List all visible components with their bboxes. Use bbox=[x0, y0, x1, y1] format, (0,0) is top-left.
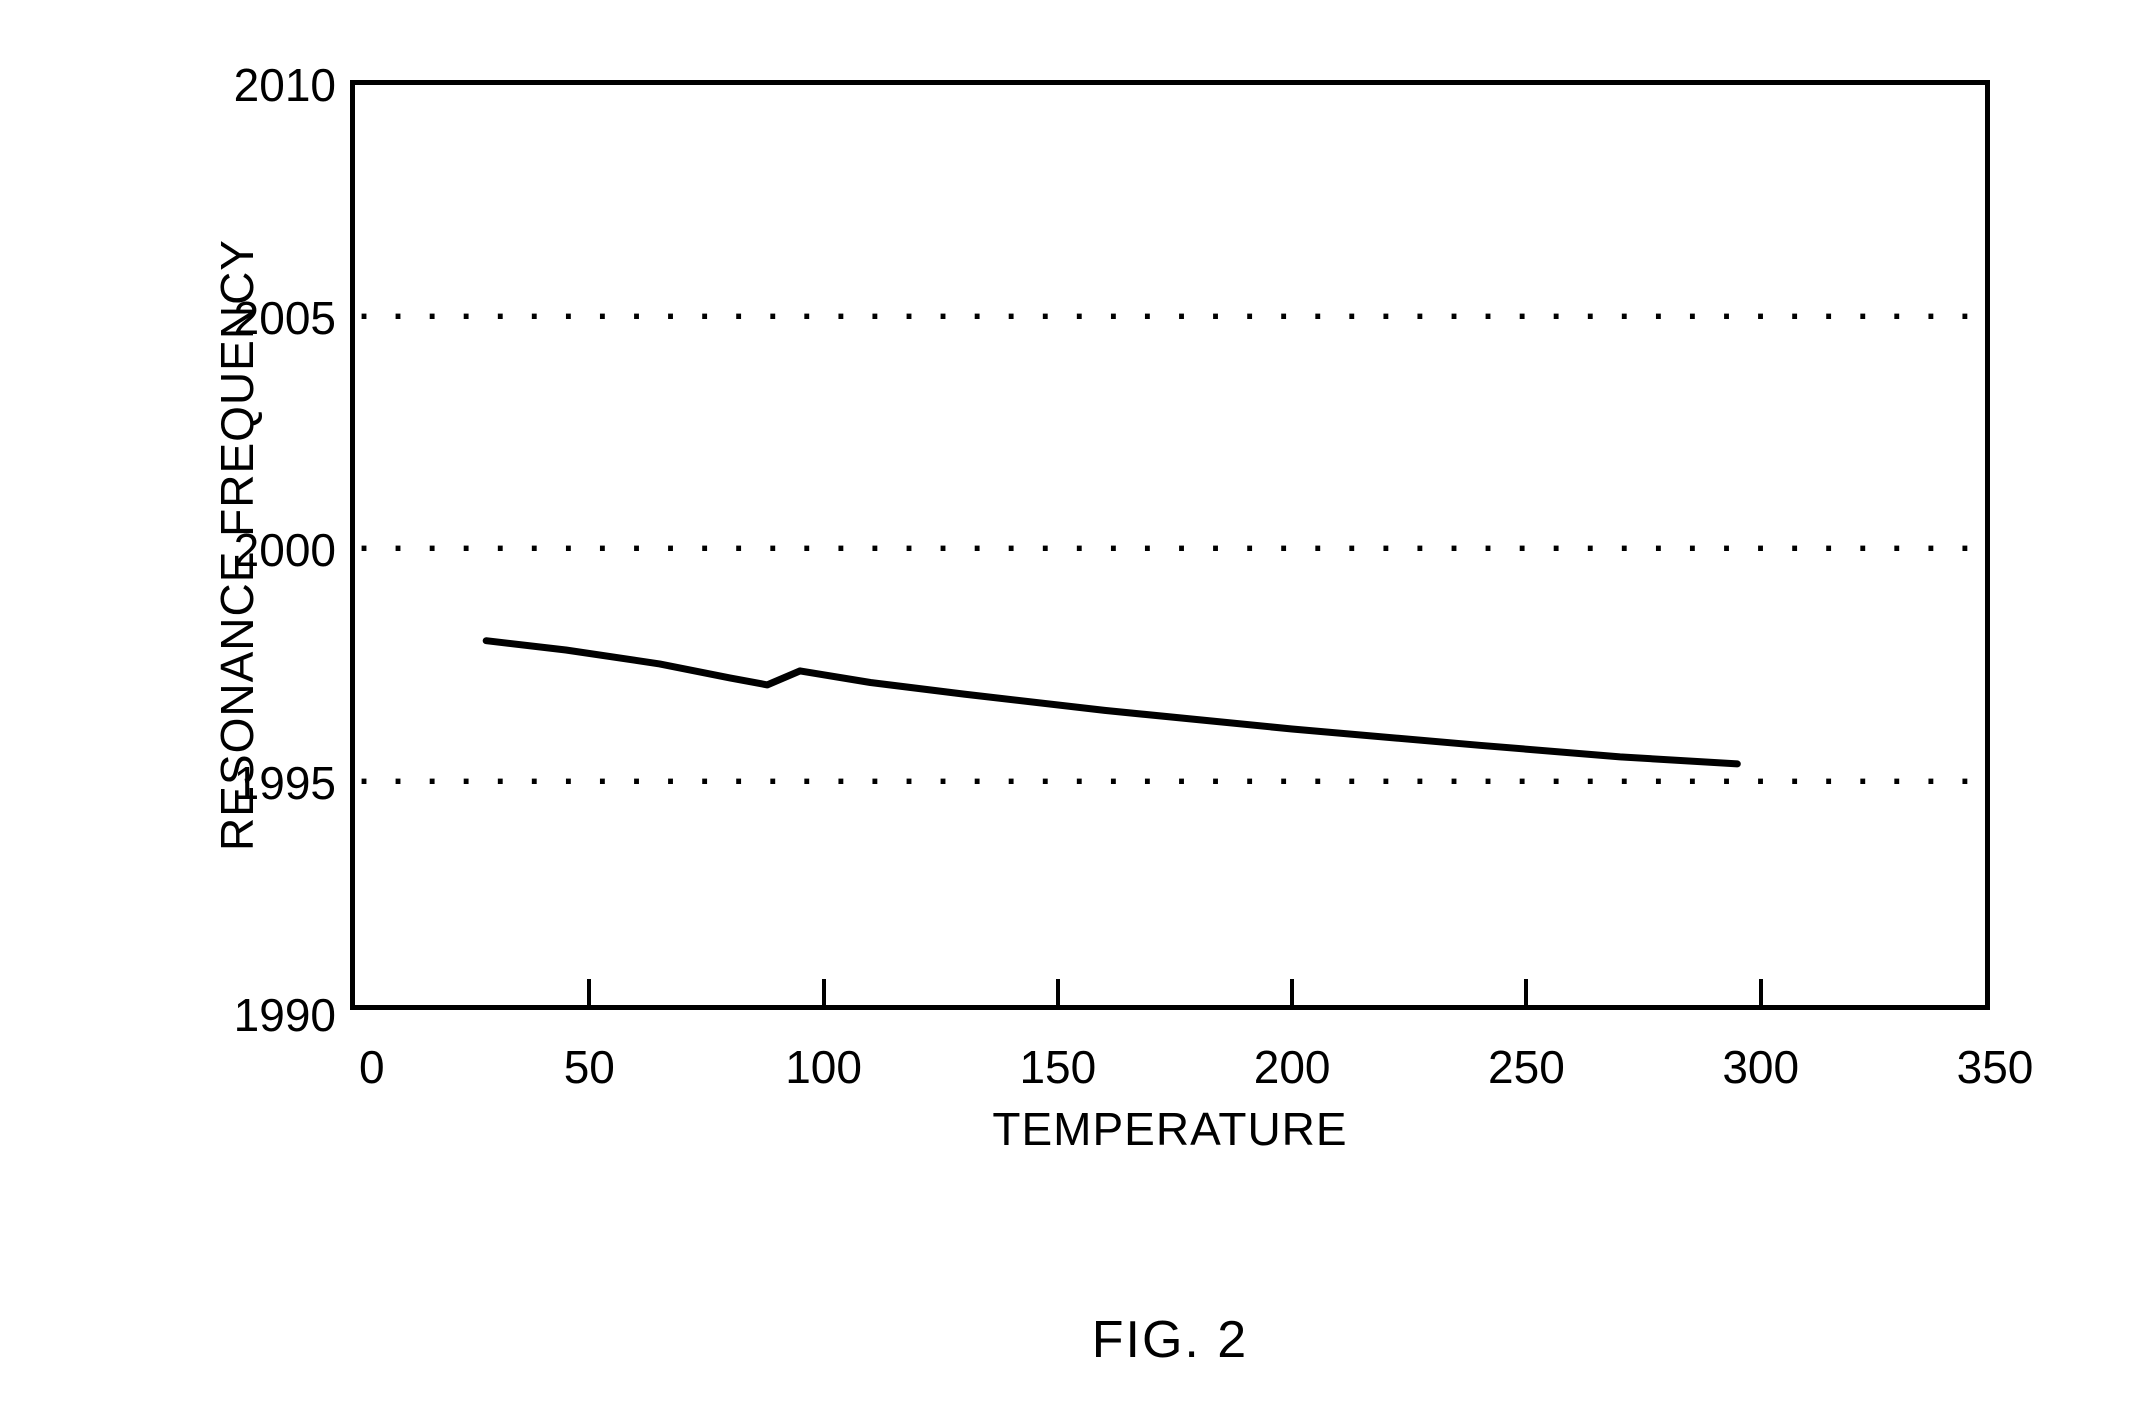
y-tick-label: 2005 bbox=[140, 291, 336, 345]
y-tick-label: 1990 bbox=[140, 988, 336, 1042]
x-tick-label: 350 bbox=[1935, 1040, 2055, 1094]
x-tick-label: 0 bbox=[359, 1040, 419, 1094]
y-tick-label: 2010 bbox=[140, 58, 336, 112]
x-tick-label: 50 bbox=[529, 1040, 649, 1094]
y-tick-label: 2000 bbox=[140, 523, 336, 577]
x-tick-label: 250 bbox=[1466, 1040, 1586, 1094]
x-tick-label: 150 bbox=[998, 1040, 1118, 1094]
x-axis-label: TEMPERATURE bbox=[350, 1102, 1990, 1156]
figure-caption: FIG. 2 bbox=[350, 1310, 1990, 1370]
plot-area: ········································… bbox=[350, 80, 1990, 1010]
x-tick-label: 200 bbox=[1232, 1040, 1352, 1094]
x-tick-label: 300 bbox=[1701, 1040, 1821, 1094]
x-tick-label: 100 bbox=[764, 1040, 884, 1094]
data-series-line bbox=[355, 85, 1995, 1015]
figure-2: ········································… bbox=[140, 60, 2006, 1353]
y-tick-label: 1995 bbox=[140, 756, 336, 810]
